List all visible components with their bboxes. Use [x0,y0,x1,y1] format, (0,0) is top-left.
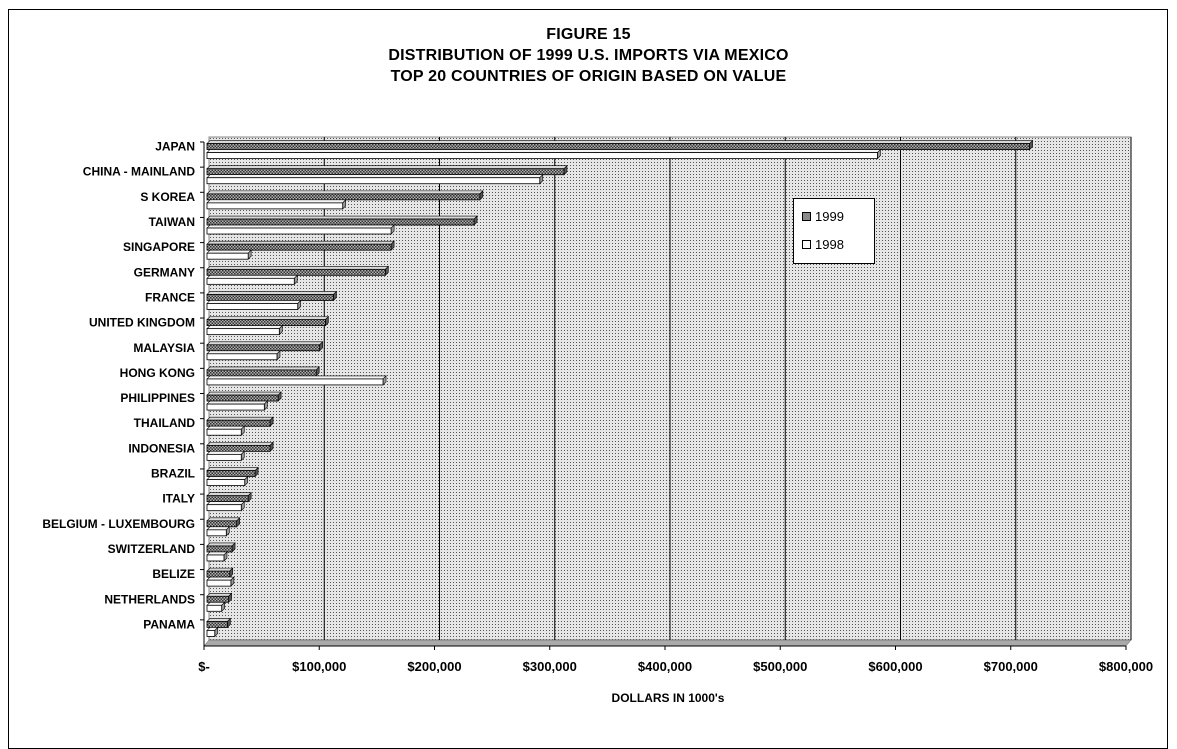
category-label: NETHERLANDS [104,592,195,606]
bar-1998 [206,626,219,638]
category-label: BELIZE [152,567,195,581]
bar-1998 [206,475,249,487]
x-tick-label: $- [198,659,210,674]
bar-1998 [206,450,245,462]
legend-swatch-1998 [802,240,811,249]
category-label: HONG KONG [120,366,195,380]
category-label: CHINA - MAINLAND [83,165,196,179]
bar-1999 [206,265,390,277]
bar-1999 [206,139,1034,151]
bar-1999 [206,215,478,226]
x-tick-label: $700,000 [984,659,1038,674]
bar-1999 [206,491,252,503]
bar-1999 [206,592,233,603]
category-label: BELGIUM - LUXEMBOURG [42,517,195,531]
bar-1999 [206,542,236,553]
bar-1998 [206,500,245,512]
bar-1998 [206,375,387,386]
bar-1999 [206,366,320,377]
bar-1999 [206,341,324,352]
bar-1999 [206,567,234,578]
category-label: SWITZERLAND [108,542,196,556]
bar-1998 [206,174,544,185]
legend: 1999 1998 [793,198,875,264]
x-axis-title: DOLLARS IN 1000's [612,691,725,705]
bar-1998 [206,400,269,411]
bar-1999 [206,315,330,327]
x-tick-label: $800,000 [1099,659,1153,674]
bar-1999 [206,517,241,528]
legend-item-1998: 1998 [802,237,844,252]
category-label: PANAMA [143,617,195,631]
bar-1998 [206,350,281,361]
bar-1999 [206,617,232,629]
bar-1998 [206,148,882,160]
plot-floor [203,639,1132,647]
x-tick-label: $200,000 [407,659,461,674]
x-tick-label: $500,000 [753,659,807,674]
bar-1999 [206,240,395,251]
chart-title: DISTRIBUTION OF 1999 U.S. IMPORTS VIA ME… [388,47,789,64]
bar-1999 [206,165,568,176]
bar-1998 [206,576,235,587]
legend-swatch-1999 [802,212,811,221]
category-label: SINGAPORE [123,240,195,254]
category-label: TAIWAN [149,215,195,229]
legend-label-1998: 1998 [815,237,844,252]
bar-1998 [206,601,226,612]
x-tick-label: $100,000 [292,659,346,674]
category-label: THAILAND [134,416,196,430]
category-label: GERMANY [134,265,195,279]
category-label: BRAZIL [151,467,195,481]
category-label: INDONESIA [128,441,195,455]
bar-1998 [206,551,228,562]
bar-1999 [206,190,484,201]
bar-1999 [206,290,338,302]
bar-1998 [206,249,252,260]
bar-1998 [206,526,231,537]
category-label: FRANCE [145,290,195,304]
category-label: S KOREA [140,190,195,204]
bar-1998 [206,425,245,436]
legend-label-1999: 1999 [815,209,844,224]
category-label: PHILIPPINES [120,391,195,405]
x-tick-label: $300,000 [523,659,577,674]
bar-1999 [206,441,274,453]
category-label: ITALY [162,492,195,506]
bar-1998 [206,299,302,311]
bar-1998 [206,324,284,336]
x-tick-label: $600,000 [868,659,922,674]
x-tick-label: $400,000 [638,659,692,674]
bar-1999 [206,391,282,402]
chart-subtitle: TOP 20 COUNTRIES OF ORIGIN BASED ON VALU… [390,68,787,85]
legend-item-1999: 1999 [802,209,844,224]
category-label: UNITED KINGDOM [89,316,195,330]
bar-1999 [206,466,259,478]
bar-1998 [206,274,299,286]
bar-1999 [206,416,274,427]
bar-1998 [206,199,347,210]
category-label: JAPAN [155,140,195,154]
figure-label: FIGURE 15 [546,26,631,43]
bar-1998 [206,224,395,235]
category-label: MALAYSIA [133,341,195,355]
